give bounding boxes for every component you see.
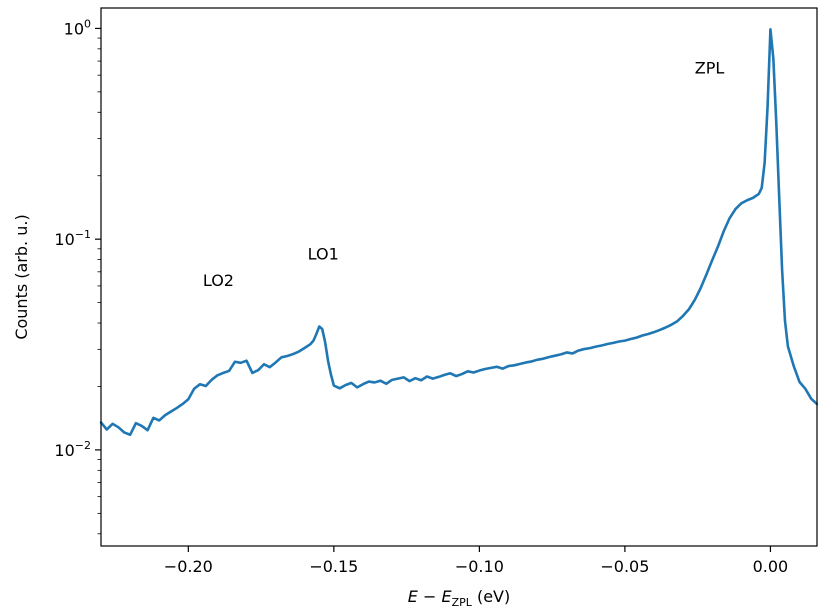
x-tick-label: −0.15 — [309, 557, 358, 576]
spectrum-line — [99, 28, 818, 437]
annotations: ZPL LO1 LO2 — [203, 59, 724, 290]
y-axis-label: Counts (arb. u.) — [12, 214, 31, 339]
x-tick-label: 0.00 — [753, 557, 789, 576]
x-tick-label: −0.20 — [164, 557, 213, 576]
y-tick-label-base: 10 — [54, 230, 74, 249]
y-tick-label-base: 10 — [54, 441, 74, 460]
x-axis-label: E − EZPL (eV) — [408, 587, 510, 609]
annotation-zpl: ZPL — [695, 59, 725, 78]
y-tick-label-exponent: −2 — [75, 439, 91, 452]
x-axis-label-main: E − E — [408, 587, 453, 606]
y-tick-label: 10−1 — [54, 228, 91, 249]
y-tick-label-exponent: −1 — [75, 228, 91, 241]
series-group — [99, 28, 818, 437]
plot-frame — [100, 7, 818, 547]
annotation-lo2: LO2 — [203, 271, 234, 290]
y-tick-label-base: 10 — [64, 19, 84, 38]
x-tick-label: −0.10 — [455, 557, 504, 576]
x-axis-label-unit: (eV) — [472, 587, 510, 606]
y-tick-label-exponent: 0 — [84, 17, 91, 30]
y-tick-label: 10−2 — [54, 439, 91, 460]
annotation-lo1: LO1 — [308, 245, 339, 264]
x-axis-ticks: −0.20 −0.15 −0.10 −0.05 0.00 — [164, 546, 788, 576]
y-tick-label: 100 — [64, 17, 91, 38]
x-tick-label: −0.05 — [600, 557, 649, 576]
x-axis-label-subscript: ZPL — [452, 596, 473, 609]
